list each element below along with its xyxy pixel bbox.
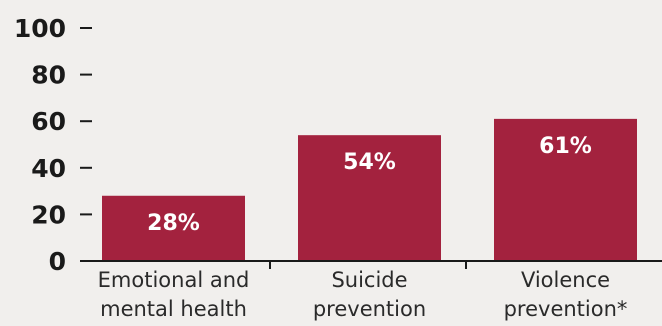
bar (494, 118, 637, 262)
bars: 28% 54% 61% (102, 118, 637, 262)
data-label: 54% (343, 150, 396, 175)
x-category-label: Emotional and mental health (98, 268, 250, 321)
data-label: 28% (147, 211, 200, 236)
y-tick-label: 80 (31, 61, 66, 90)
y-tick-label: 0 (49, 247, 66, 276)
bar (298, 135, 441, 261)
data-label: 61% (539, 134, 592, 159)
y-tick-label: 100 (14, 14, 66, 43)
y-tick-label: 60 (31, 107, 66, 136)
x-axis: Emotional and mental health Suicide prevent… (80, 260, 662, 321)
x-category-label: Violence prevention* (504, 268, 628, 321)
x-category-label: Suicide prevention (313, 268, 426, 321)
y-axis-ticks: 0 20 40 60 80 100 (14, 14, 92, 276)
bar (102, 195, 245, 261)
y-tick-label: 40 (31, 154, 66, 183)
y-tick-label: 20 (31, 200, 66, 229)
